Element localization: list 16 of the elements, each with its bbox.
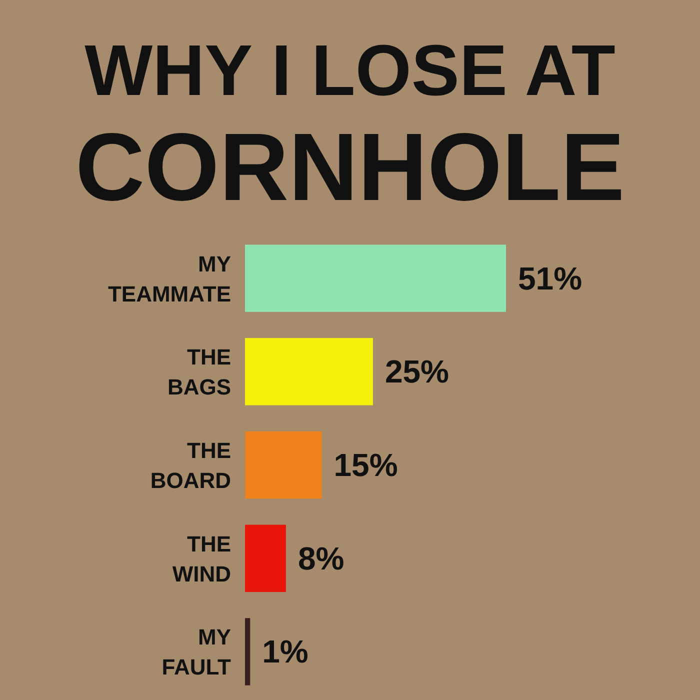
y-tick-label: THE WIND <box>172 531 231 586</box>
y-tick-label: MY TEAMMATE <box>108 251 232 306</box>
bar <box>245 244 506 312</box>
chart-title: WHY I LOSE AT CORNHOLE <box>75 31 625 221</box>
data-label: 8% <box>298 540 344 576</box>
data-label: 15% <box>334 447 398 483</box>
bar <box>245 431 322 499</box>
data-label: 25% <box>384 354 449 390</box>
data-label: 51% <box>518 260 582 296</box>
data-label: 1% <box>262 634 308 670</box>
y-tick-label: THE BOARD <box>150 438 231 493</box>
bar <box>245 338 373 406</box>
y-tick-label: THE BAGS <box>167 344 231 400</box>
bar <box>245 618 250 686</box>
y-tick-label: MY FAULT <box>162 624 232 680</box>
bar <box>245 524 286 592</box>
